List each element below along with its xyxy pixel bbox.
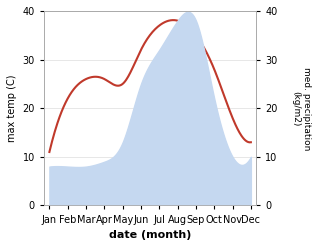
X-axis label: date (month): date (month)	[109, 230, 191, 240]
Y-axis label: med. precipitation
(kg/m2): med. precipitation (kg/m2)	[292, 66, 311, 150]
Y-axis label: max temp (C): max temp (C)	[7, 74, 17, 142]
